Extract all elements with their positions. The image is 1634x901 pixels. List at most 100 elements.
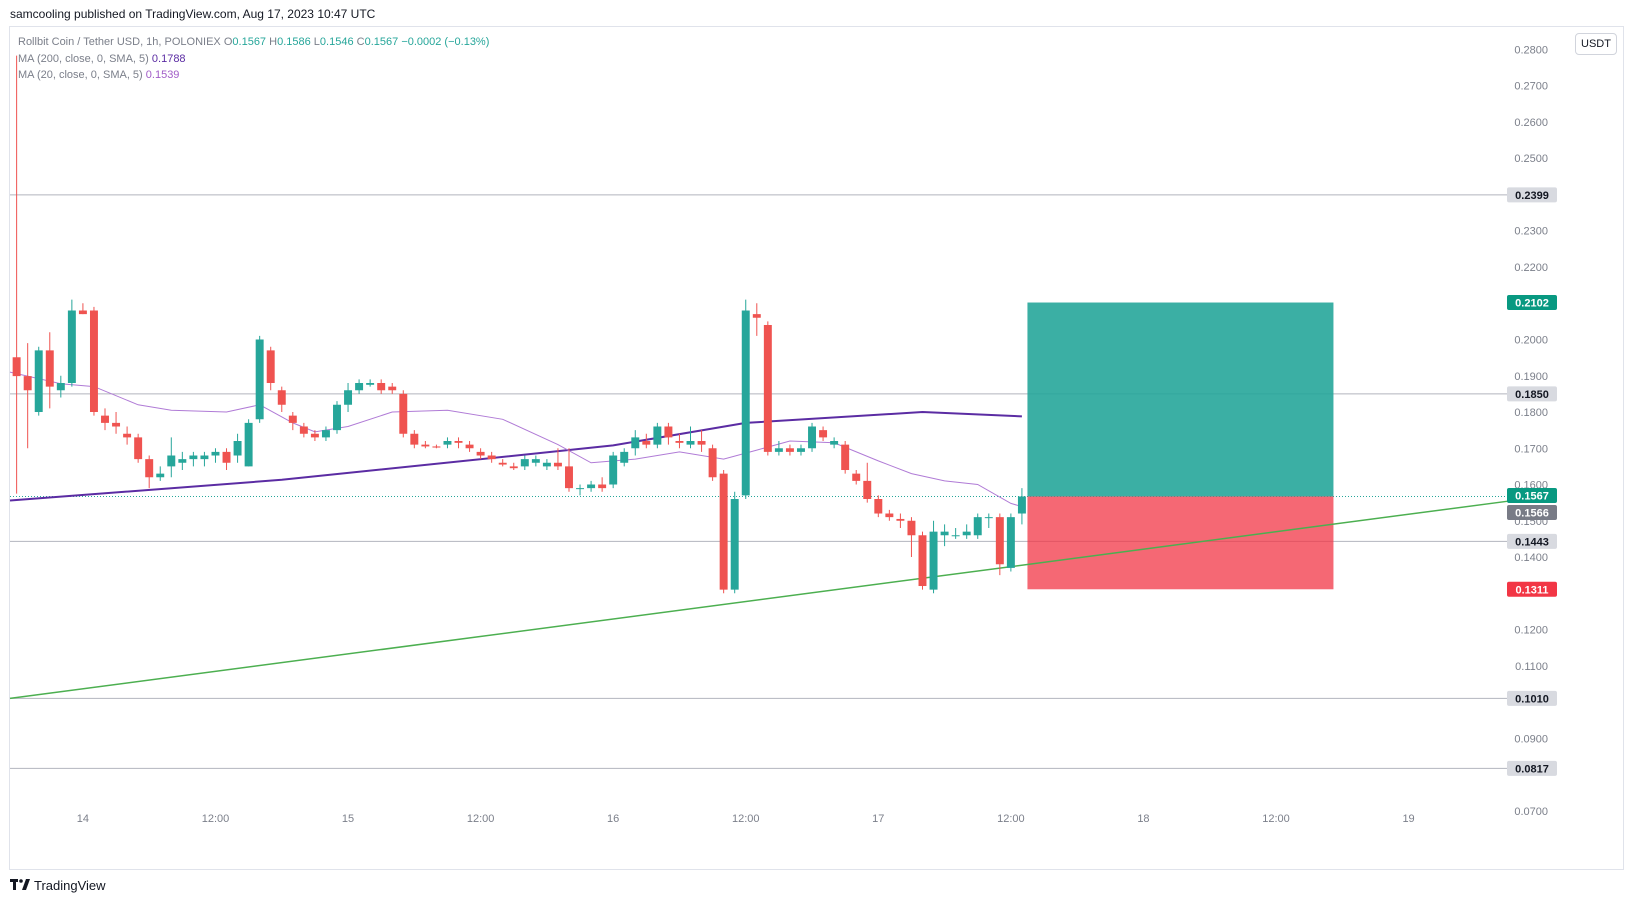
candle-body xyxy=(973,517,982,536)
candle-body xyxy=(708,448,717,478)
candle-body xyxy=(984,517,993,519)
legend-symbol[interactable]: Rollbit Coin / Tether USD, 1h, POLONIEX xyxy=(18,36,221,48)
candle-body xyxy=(366,383,375,385)
candle xyxy=(366,379,375,387)
candle xyxy=(78,303,87,315)
candle xyxy=(244,419,253,467)
support-trendline xyxy=(9,500,1509,700)
candle-body xyxy=(277,390,286,405)
ma-price-label-box xyxy=(1507,504,1557,520)
candle-body xyxy=(167,455,176,467)
level-price-label-text: 0.1850 xyxy=(1515,389,1549,401)
candle xyxy=(708,444,717,481)
level-price-label-box xyxy=(1507,760,1557,776)
time-axis: 14 12:00 15 12:00 16 12:00 17 12:00 18 12:00 19 xyxy=(77,813,1415,825)
candle-body xyxy=(587,484,596,489)
candle xyxy=(410,430,419,449)
candle-body xyxy=(885,513,894,518)
candle-body xyxy=(675,441,684,443)
candle xyxy=(1006,513,1015,572)
candle xyxy=(531,455,540,467)
candle xyxy=(134,433,143,463)
candle-body xyxy=(310,433,319,438)
candle-body xyxy=(951,535,960,537)
candle xyxy=(774,441,783,456)
candle xyxy=(675,433,684,449)
publish-info: samcooling published on TradingView.com,… xyxy=(10,7,376,21)
legend-ma200-label[interactable]: MA (200, close, 0, SMA, 5) xyxy=(18,52,149,65)
candle-body xyxy=(642,441,651,445)
candle-body xyxy=(609,455,618,485)
candle-body xyxy=(907,520,916,536)
time-tick-label: 18 xyxy=(1137,813,1149,825)
current-price-label-box xyxy=(1507,487,1557,503)
candle-body xyxy=(344,390,353,405)
candle xyxy=(233,433,242,463)
candle-body xyxy=(785,448,794,452)
candle-body xyxy=(189,455,198,460)
candle xyxy=(156,466,165,481)
candle xyxy=(123,426,132,445)
candle-body xyxy=(333,404,341,431)
tradingview-footer[interactable]: TradingView xyxy=(10,878,106,893)
current-price-label-text: 0.1567 xyxy=(1515,490,1549,502)
candle-body xyxy=(697,441,706,445)
candle xyxy=(785,444,794,456)
price-labels: 0.2399 0.1850 0.1443 0.1010 0.0817 0.2102 0.13… xyxy=(1507,187,1557,776)
candle-body xyxy=(565,466,573,489)
candle-body xyxy=(67,310,76,384)
candle xyxy=(56,375,65,398)
candle xyxy=(951,528,960,539)
candle-body xyxy=(89,310,98,413)
candle-body xyxy=(255,339,264,420)
price-tick-label: 0.0900 xyxy=(1514,733,1548,745)
legend-c-value: 0.1567 xyxy=(364,36,399,48)
target-price-label-box xyxy=(1507,295,1557,311)
candle-body xyxy=(531,459,540,463)
level-price-label: 0.1010 xyxy=(1507,690,1557,706)
candle xyxy=(167,437,176,478)
candle xyxy=(344,383,353,413)
candle-body xyxy=(620,451,629,463)
candle xyxy=(178,451,187,471)
currency-button[interactable]: USDT xyxy=(1575,33,1617,55)
level-price-label-text: 0.0817 xyxy=(1515,763,1549,775)
candle-body xyxy=(266,350,275,384)
candle-body xyxy=(940,531,949,536)
candle-body xyxy=(664,426,673,438)
legend-c-label: C xyxy=(356,36,365,48)
candle-body xyxy=(454,441,463,443)
time-tick-label: 12:00 xyxy=(732,813,760,825)
candle xyxy=(200,451,209,467)
candle-body xyxy=(763,324,772,452)
legend-ma20-value: 0.1539 xyxy=(145,69,180,81)
candle-body xyxy=(1017,496,1026,514)
candle xyxy=(642,433,651,449)
candle xyxy=(620,448,629,467)
candle xyxy=(984,513,993,529)
trendline-layer xyxy=(9,500,1509,700)
chart-frame[interactable] xyxy=(9,26,1624,870)
candle-body xyxy=(421,444,430,447)
price-tick-label: 0.1400 xyxy=(1514,552,1548,564)
candle xyxy=(565,448,573,492)
level-price-label: 0.0817 xyxy=(1507,760,1557,776)
candle-body xyxy=(355,383,364,391)
candle xyxy=(12,55,21,494)
price-tick-label: 0.0700 xyxy=(1514,806,1548,818)
candle xyxy=(797,444,805,456)
target-price-label-text: 0.2102 xyxy=(1515,298,1549,310)
price-tick-label: 0.2200 xyxy=(1514,262,1548,274)
candle-body xyxy=(211,451,220,456)
candle-body xyxy=(487,455,496,460)
candle xyxy=(885,509,894,521)
level-price-label: 0.1443 xyxy=(1507,533,1557,549)
level-price-label: 0.2399 xyxy=(1507,187,1557,203)
price-tick-label: 0.2700 xyxy=(1514,81,1548,93)
candle-body xyxy=(730,499,739,590)
candle xyxy=(333,401,341,434)
legend-ma20-label[interactable]: MA (20, close, 0, SMA, 5) xyxy=(18,69,143,81)
candle xyxy=(896,513,905,529)
candle-body xyxy=(34,350,43,413)
